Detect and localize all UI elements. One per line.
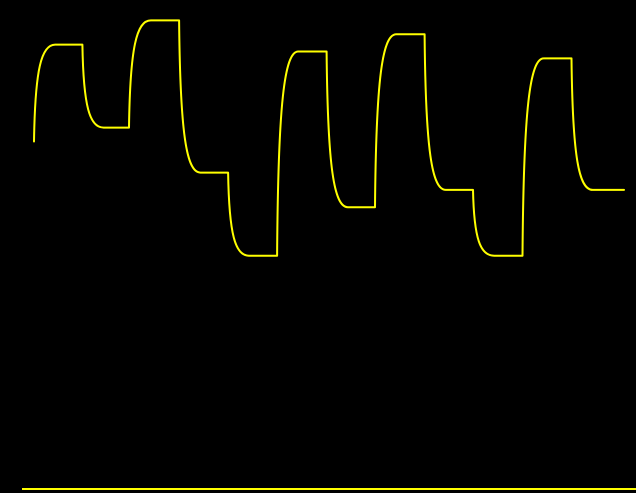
series-layer (33, 19, 625, 257)
series-line-0 (33, 19, 625, 257)
